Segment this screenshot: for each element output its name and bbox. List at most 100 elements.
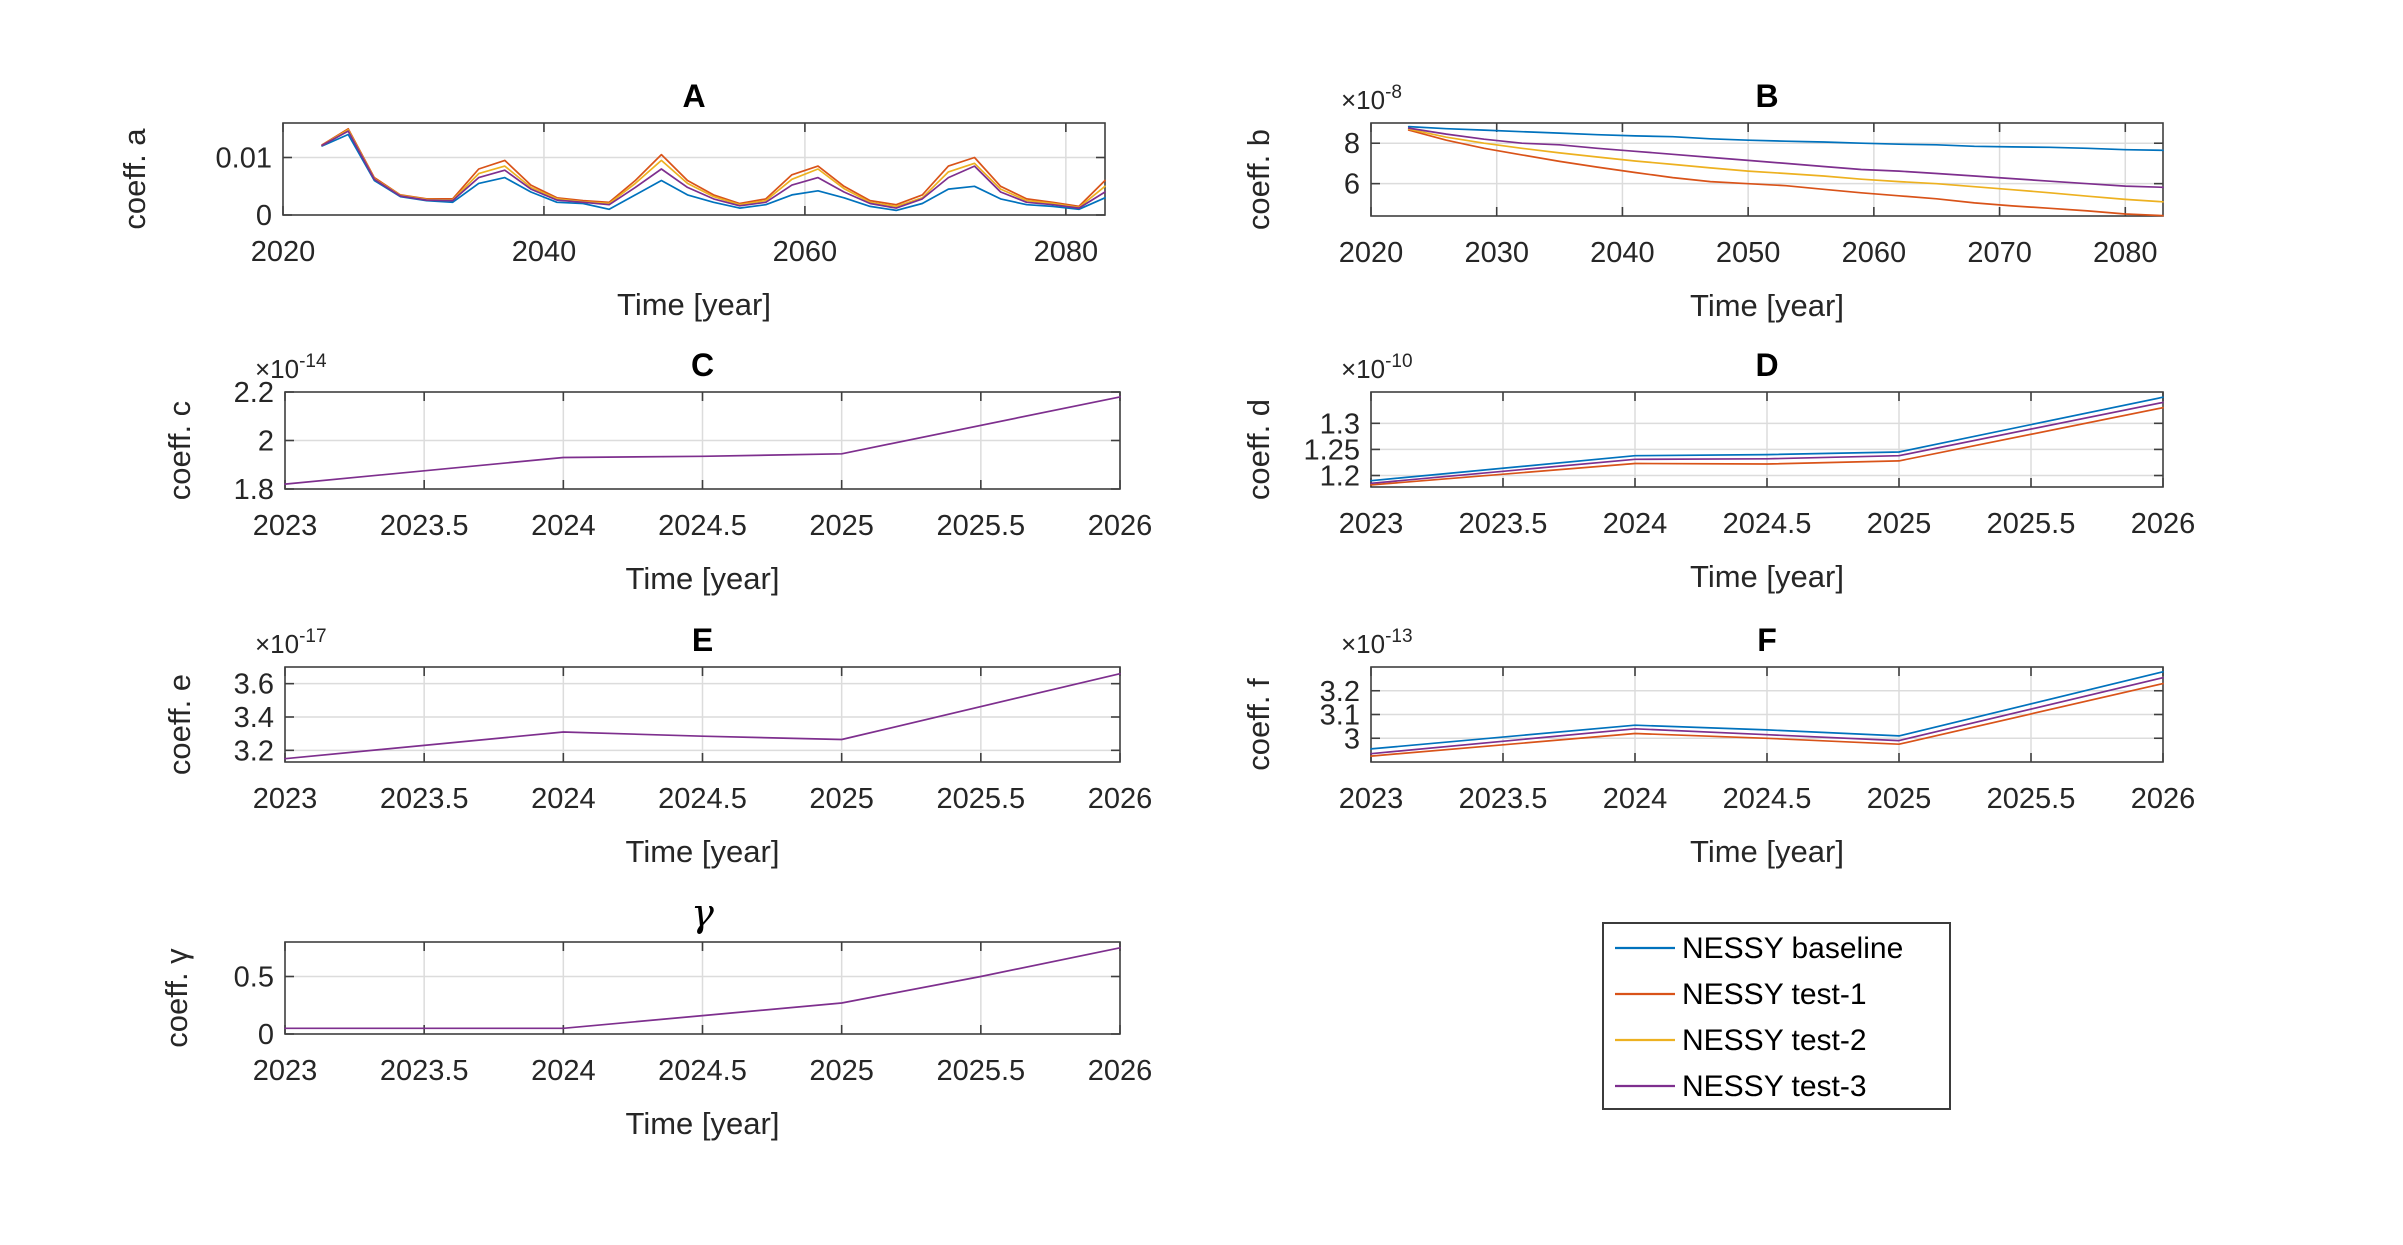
legend-label: NESSY test-2 — [1682, 1024, 1867, 1057]
x-axis-label: Time [year] — [1690, 559, 1844, 594]
xtick-label: 2026 — [2131, 783, 2196, 815]
ytick-label: 0.5 — [234, 962, 274, 994]
xtick-label: 2070 — [1967, 237, 2032, 269]
series-line-nessy-test-2 — [321, 129, 1106, 209]
subplot-title: B — [1755, 78, 1778, 114]
xtick-label: 2040 — [1590, 237, 1655, 269]
ytick-label: 3.4 — [234, 702, 274, 734]
series-line-nessy-test-3 — [321, 130, 1106, 209]
ytick-label: 0 — [256, 200, 272, 232]
x-axis-label: Time [year] — [626, 1106, 780, 1141]
legend-box — [1602, 922, 1951, 1110]
ytick-label: 1.2 — [1320, 461, 1360, 493]
xtick-label: 2024 — [531, 783, 596, 815]
xtick-label: 2040 — [512, 236, 577, 268]
xtick-label: 2023.5 — [380, 510, 469, 542]
xtick-label: 2025 — [1867, 508, 1932, 540]
xtick-label: 2020 — [1339, 237, 1404, 269]
xtick-label: 2026 — [1088, 1055, 1153, 1087]
legend-label: NESSY test-3 — [1682, 1070, 1867, 1103]
xtick-label: 2026 — [1088, 510, 1153, 542]
xtick-label: 2024 — [531, 510, 596, 542]
legend: NESSY baseline NESSY test-1 NESSY test-2 NE… — [1602, 922, 1951, 1110]
xtick-label: 2026 — [1088, 783, 1153, 815]
x-axis-label: Time [year] — [626, 561, 780, 596]
legend-label: NESSY test-1 — [1682, 978, 1867, 1011]
ytick-label: 8 — [1344, 128, 1360, 160]
subplot-title: F — [1757, 622, 1777, 658]
ytick-label: 0 — [258, 1019, 274, 1051]
series-line-nessy-test-2 — [1407, 128, 2164, 203]
series-line-nessy-test-3 — [284, 672, 1121, 760]
axis-multiplier: ×10-17 — [255, 626, 327, 659]
series-line-nessy-test-1 — [321, 127, 1106, 208]
y-axis-label: coeff. e — [162, 674, 197, 775]
xtick-label: 2024 — [531, 1055, 596, 1087]
series-line-nessy-test-1 — [1370, 406, 2164, 486]
xtick-label: 2025 — [1867, 783, 1932, 815]
ytick-label: 3.1 — [1320, 700, 1360, 732]
y-axis-label: coeff. γ — [159, 948, 194, 1048]
x-axis-label: Time [year] — [1690, 288, 1844, 323]
y-axis-label: coeff. f — [1241, 678, 1276, 771]
xtick-label: 2080 — [1034, 236, 1099, 268]
subplot-c: 2023 2023.5 2024 2024.5 2025 2025.5 2026 1.8 2 2.… — [162, 347, 1152, 596]
ytick-label: 1.25 — [1304, 434, 1360, 466]
series-line-nessy-baseline — [1370, 396, 2164, 482]
ytick-label: 1.8 — [234, 474, 274, 506]
ytick-label: 2.2 — [234, 377, 274, 409]
ytick-label: 2 — [258, 426, 274, 458]
xtick-label: 2024 — [1603, 783, 1668, 815]
xtick-label: 2024.5 — [658, 510, 747, 542]
series-line-nessy-test-3 — [284, 396, 1121, 485]
subplot-title: D — [1755, 347, 1778, 383]
series-line-nessy-test-1 — [1370, 682, 2164, 757]
xtick-label: 2050 — [1716, 237, 1781, 269]
xtick-label: 2024.5 — [1723, 508, 1812, 540]
axes-box — [1370, 122, 2164, 217]
xtick-label: 2023 — [1339, 783, 1404, 815]
xtick-label: 2025 — [809, 510, 874, 542]
ytick-label: 1.3 — [1320, 408, 1360, 440]
subplot-d: 2023 2023.5 2024 2024.5 2025 2025.5 2026 1.21.2… — [1241, 347, 2195, 594]
x-axis-label: Time [year] — [617, 287, 771, 322]
xtick-label: 2025.5 — [936, 1055, 1025, 1087]
series-line-nessy-baseline — [321, 133, 1106, 212]
y-axis-label: coeff. b — [1241, 129, 1276, 230]
xtick-label: 2060 — [1842, 237, 1907, 269]
subplot-g: 2023 2023.5 2024 2024.5 2025 2025.5 2026 0 0.5 γ T… — [159, 891, 1152, 1141]
xtick-label: 2024.5 — [1723, 783, 1812, 815]
subplot-title: C — [691, 347, 714, 383]
axes-box — [282, 122, 1106, 216]
ytick-label: 6 — [1344, 169, 1360, 201]
xtick-label: 2026 — [2131, 508, 2196, 540]
ytick-label: 3.2 — [234, 735, 274, 767]
xtick-label: 2025.5 — [1987, 508, 2076, 540]
series-line-nessy-test-3 — [1370, 676, 2164, 755]
y-axis-label: coeff. c — [162, 401, 197, 500]
xtick-label: 2024 — [1603, 508, 1668, 540]
xtick-label: 2080 — [2093, 237, 2158, 269]
xtick-label: 2025.5 — [1987, 783, 2076, 815]
x-axis-label: Time [year] — [626, 834, 780, 869]
xtick-label: 2023.5 — [380, 783, 469, 815]
ytick-label: 3.6 — [234, 669, 274, 701]
axis-multiplier: ×10-10 — [1341, 351, 1413, 384]
xtick-label: 2025.5 — [936, 510, 1025, 542]
ytick-label: 3.2 — [1320, 676, 1360, 708]
subplot-e: 2023 2023.5 2024 2024.5 2025 2025.5 2026 3.23.4… — [162, 622, 1152, 869]
subplot-title: A — [682, 78, 705, 114]
subplot-f: 2023 2023.5 2024 2024.5 2025 2025.5 2026 33.13.… — [1241, 622, 2195, 869]
subplot-a: 2020 2040 2060 2080 0 0.01 A Time [year] coeff. … — [117, 78, 1106, 322]
legend-label: NESSY baseline — [1682, 932, 1903, 965]
xtick-label: 2023.5 — [1459, 783, 1548, 815]
axis-multiplier: ×10-14 — [255, 351, 327, 384]
xtick-label: 2024.5 — [658, 783, 747, 815]
xtick-label: 2060 — [773, 236, 838, 268]
subplot-b: 2020 2030 2040 2050 2060 2070 2080 6 8 B Time [yea… — [1241, 78, 2164, 323]
axis-multiplier: ×10-13 — [1341, 626, 1413, 659]
xtick-label: 2023.5 — [1459, 508, 1548, 540]
series-line-nessy-baseline — [1407, 125, 2164, 152]
